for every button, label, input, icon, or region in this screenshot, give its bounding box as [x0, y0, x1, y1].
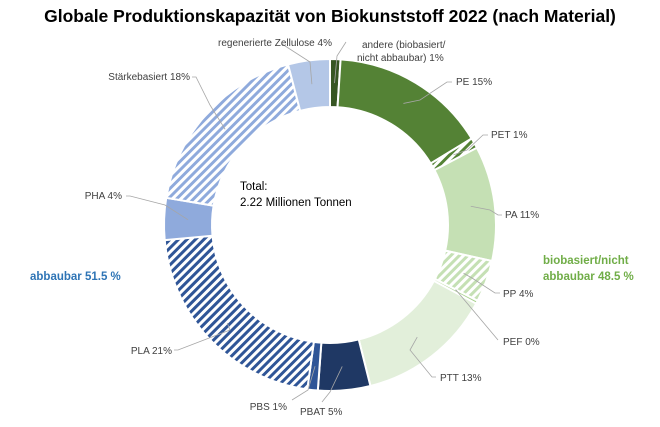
slice-label-0-line-2: nicht abbaubar) 1% — [357, 53, 444, 64]
leader-line-0 — [334, 41, 347, 84]
chart-title: Globale Produktionskapazität von Biokuns… — [44, 6, 616, 26]
slices-group — [163, 57, 497, 392]
leader-line-4 — [463, 272, 500, 294]
slice-1 — [336, 58, 474, 165]
slice-label-1: PE 15% — [456, 77, 492, 88]
slice-11 — [165, 63, 302, 207]
leader-line-8 — [291, 366, 316, 401]
leader-line-10 — [126, 195, 189, 221]
slice-label-11: Stärkebasiert 18% — [108, 72, 190, 83]
slice-3 — [433, 146, 497, 263]
slice-label-4: PP 4% — [503, 289, 533, 300]
leader-line-12 — [281, 43, 313, 85]
slice-label-9: PLA 21% — [131, 346, 172, 357]
slice-label-12: regenerierte Zellulose 4% — [218, 38, 332, 49]
slice-label-5: PEF 0% — [503, 337, 540, 348]
leader-line-7 — [321, 366, 343, 403]
leader-line-6 — [409, 336, 436, 378]
slice-label-2: PET 1% — [491, 130, 528, 141]
slice-label-3: PA 11% — [505, 210, 539, 221]
leader-line-5 — [455, 289, 499, 341]
slice-12 — [286, 57, 331, 113]
slice-6 — [357, 279, 478, 388]
slice-labels: andere (biobasiert/nicht abbaubar) 1% PE … — [85, 38, 540, 418]
group-label-biobasiert-line-2: abbaubar 48.5 % — [543, 271, 634, 283]
slice-label-0: andere (biobasiert/ — [362, 40, 446, 51]
slice-9 — [163, 234, 315, 391]
leader-line-2 — [453, 134, 488, 156]
slice-label-6: PTT 13% — [440, 373, 482, 384]
slice-label-7: PBAT 5% — [300, 407, 343, 418]
slice-label-10: PHA 4% — [85, 191, 122, 202]
leader-lines — [126, 41, 502, 403]
leader-line-1 — [403, 81, 452, 104]
group-label-biobasiert: biobasiert/nicht — [543, 255, 629, 267]
group-label-abbaubar: abbaubar 51.5 % — [30, 271, 121, 283]
leader-line-9 — [174, 322, 231, 351]
leader-line-11 — [192, 76, 226, 130]
slice-label-8: PBS 1% — [250, 402, 287, 413]
center-label-line-2: 2.22 Millionen Tonnen — [240, 197, 352, 209]
center-label-line-1: Total: — [240, 181, 268, 193]
leader-line-3 — [470, 205, 502, 216]
